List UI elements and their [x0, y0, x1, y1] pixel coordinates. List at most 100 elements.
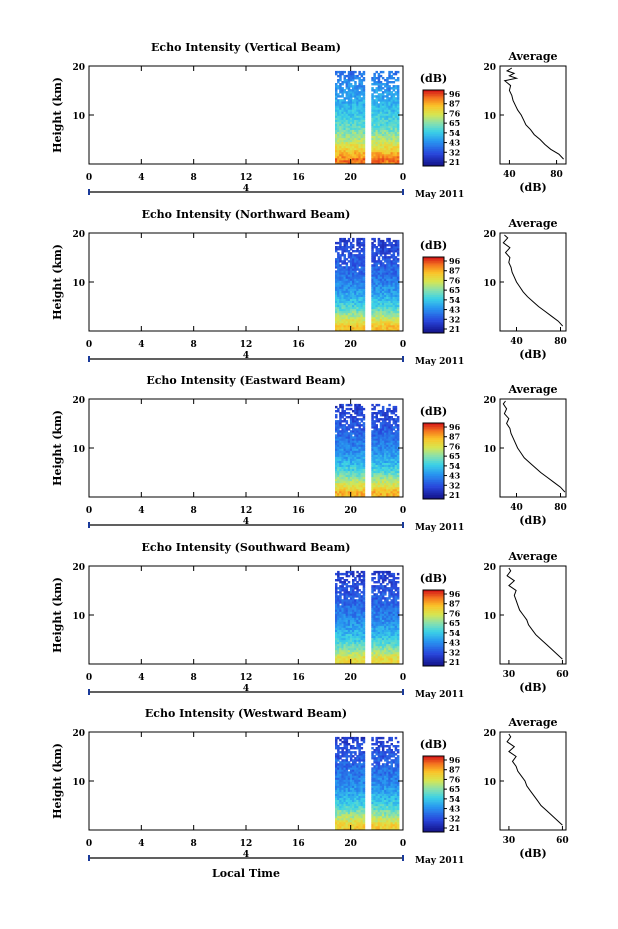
heatmap-cell: [337, 151, 340, 155]
heatmap-cell: [373, 605, 376, 608]
heatmap-cell: [388, 493, 391, 496]
heatmap-cell: [335, 651, 338, 655]
heatmap-cell: [381, 446, 385, 449]
heatmap-cell: [388, 316, 391, 320]
heatmap-cell: [352, 495, 355, 498]
heatmap-cell: [345, 660, 349, 663]
heatmap-cell: [384, 585, 387, 588]
heatmap-cell: [352, 629, 355, 632]
heatmap-cell: [337, 87, 340, 90]
heatmap-cell: [349, 318, 353, 322]
heatmap-cell: [377, 327, 381, 330]
heatmap-cell: [396, 450, 400, 453]
heatmap-cell: [360, 414, 364, 417]
heatmap-cell: [341, 70, 344, 74]
heatmap-cell: [347, 83, 351, 86]
heatmap-cell: [396, 312, 400, 316]
heatmap-cell: [356, 490, 359, 494]
heatmap-cell: [384, 280, 387, 283]
heatmap-cell: [343, 89, 346, 92]
heatmap-cell: [339, 280, 342, 283]
heatmap-cell: [381, 493, 385, 496]
heatmap-cell: [354, 456, 357, 459]
heatmap-cell: [335, 615, 338, 618]
heatmap-cell: [347, 607, 351, 610]
heatmap-cell: [352, 657, 355, 661]
heatmap-cell: [339, 430, 342, 433]
heatmap-cell: [335, 248, 338, 251]
heatmap-cell: [337, 468, 340, 472]
heatmap-cell: [345, 121, 349, 124]
heatmap-cell: [347, 282, 351, 285]
heatmap-cell: [347, 482, 351, 486]
heatmap-cell: [388, 601, 391, 604]
heatmap-cell: [362, 113, 366, 116]
heatmap-cell: [362, 246, 366, 249]
heatmap-cell: [345, 119, 349, 122]
heatmap-cell: [384, 151, 387, 155]
colorbar-swatch: [423, 283, 444, 286]
heatmap-cell: [339, 653, 342, 657]
heatmap-cell: [381, 448, 385, 451]
heatmap-cell: [396, 424, 400, 427]
heatmap-cell: [347, 302, 351, 306]
heatmap-cell: [386, 657, 389, 661]
heatmap-cell: [347, 85, 351, 88]
heatmap-cell: [396, 482, 400, 486]
heatmap-cell: [343, 454, 346, 457]
heatmap-cell: [377, 448, 381, 451]
heatmap-cell: [384, 149, 387, 153]
heatmap-cell: [341, 318, 344, 322]
heatmap-cell: [392, 282, 396, 285]
heatmap-cell: [362, 452, 366, 455]
heatmap-cell: [358, 237, 361, 241]
heatmap-cell: [337, 595, 340, 598]
heatmap-cell: [339, 405, 342, 409]
heatmap-cell: [352, 254, 355, 257]
heatmap-cell: [352, 119, 355, 122]
heatmap-cell: [341, 613, 344, 616]
heatmap-cell: [396, 101, 400, 104]
heatmap-cell: [337, 125, 340, 128]
heatmap-cell: [396, 464, 400, 467]
colorbar-swatch: [423, 470, 444, 473]
heatmap-cell: [384, 432, 387, 435]
heatmap-cell: [335, 264, 338, 267]
heatmap-cell: [384, 643, 387, 647]
heatmap-cell: [377, 440, 381, 443]
heatmap-cell: [347, 599, 351, 602]
heatmap-cell: [377, 298, 381, 301]
heatmap-cell: [345, 324, 349, 328]
heatmap-cell: [352, 133, 355, 136]
heatmap-cell: [377, 410, 381, 413]
heatmap-cell: [390, 619, 393, 622]
heatmap-cell: [379, 83, 383, 86]
heatmap-cell: [358, 105, 361, 108]
heatmap-cell: [375, 416, 378, 419]
heatmap-cell: [390, 298, 393, 301]
heatmap-cell: [396, 581, 400, 584]
heatmap-cell: [392, 111, 396, 114]
heatmap-cell: [381, 99, 385, 102]
heatmap-cell: [356, 143, 359, 147]
heatmap-cell: [379, 254, 383, 257]
heatmap-cell: [335, 304, 338, 308]
heatmap-cell: [335, 157, 338, 161]
heatmap-cell: [335, 609, 338, 612]
heatmap-cell: [384, 428, 387, 431]
heatmap-cell: [371, 434, 374, 437]
heatmap-cell: [360, 324, 364, 328]
heatmap-cell: [339, 248, 342, 251]
heatmap-cell: [358, 442, 361, 445]
heatmap-cell: [388, 595, 391, 598]
heatmap-cell: [362, 125, 366, 128]
heatmap-cell: [345, 462, 349, 465]
heatmap-cell: [371, 327, 374, 330]
heatmap-cell: [345, 627, 349, 630]
heatmap-cell: [381, 462, 385, 465]
heatmap-cell: [347, 300, 351, 303]
heatmap-cell: [396, 478, 400, 482]
heatmap-cell: [386, 237, 389, 241]
heatmap-cell: [358, 577, 361, 580]
heatmap-cell: [373, 272, 376, 275]
